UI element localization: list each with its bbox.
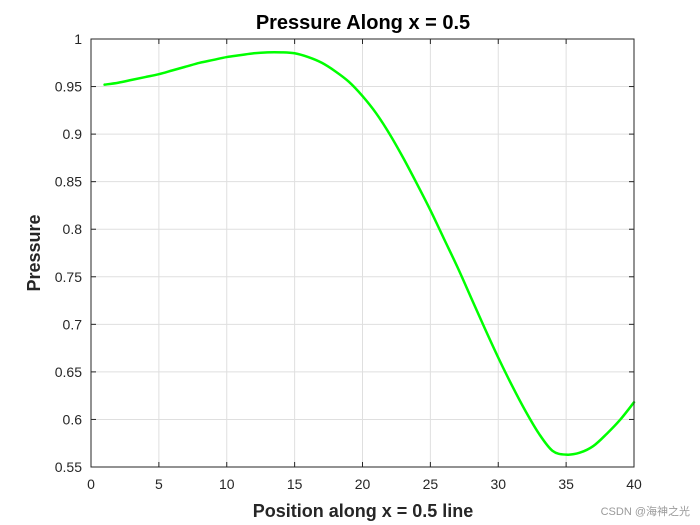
tick-marks [90,38,635,468]
x-tick-label: 25 [423,476,439,492]
watermark: CSDN @海神之光 [601,504,690,518]
x-tick-label: 10 [219,476,235,492]
pressure-series-line [103,50,636,456]
chart-title: Pressure Along x = 0.5 [256,12,470,34]
y-tick-label: 0.8 [63,221,83,237]
y-tick-label: 0.6 [63,411,83,427]
y-axis-label: Pressure [24,214,44,291]
x-axis-label: Position along x = 0.5 line [253,501,474,521]
y-tick-label: 0.65 [55,364,82,380]
x-tick-label: 5 [155,476,163,492]
x-tick-label: 40 [626,476,642,492]
grid-lines [91,39,634,467]
x-tick-label: 20 [355,476,371,492]
y-tick-label: 0.75 [55,269,82,285]
x-tick-label: 0 [87,476,95,492]
y-tick-label: 0.9 [63,126,83,142]
y-tick-label: 0.55 [55,459,82,475]
x-tick-label: 15 [287,476,303,492]
x-tick-labels: 0 5 10 15 20 25 30 35 40 [87,476,642,492]
y-tick-label: 0.85 [55,174,82,190]
series-layer [103,50,636,456]
x-tick-label: 35 [558,476,574,492]
y-tick-label: 1 [74,31,82,47]
x-tick-label: 30 [490,476,506,492]
y-tick-label: 0.7 [63,316,83,332]
y-tick-label: 0.95 [55,79,82,95]
y-tick-labels: 0.55 0.6 0.65 0.7 0.75 0.8 0.85 0.9 0.95 1 [55,31,82,475]
